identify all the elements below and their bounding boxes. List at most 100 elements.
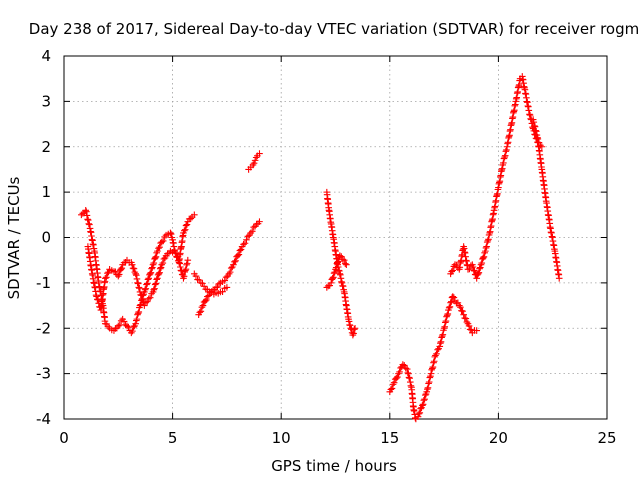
- data-marker: [167, 230, 175, 238]
- data-point: [419, 402, 426, 409]
- data-point: [101, 275, 109, 282]
- data-marker: [329, 275, 336, 282]
- data-marker: [450, 294, 458, 301]
- data-marker: [479, 254, 487, 262]
- data-point: [449, 293, 457, 300]
- data-marker: [135, 284, 143, 291]
- data-marker: [335, 258, 342, 265]
- data-point: [525, 107, 533, 114]
- data-marker: [232, 257, 239, 265]
- y-tick-label: -3: [36, 365, 51, 383]
- data-point: [204, 293, 211, 300]
- data-marker: [85, 220, 93, 228]
- data-marker: [480, 253, 488, 261]
- data-marker: [134, 279, 141, 287]
- data-marker: [219, 288, 226, 295]
- data-marker: [252, 154, 260, 161]
- y-tick-label: -1: [36, 274, 51, 292]
- data-marker: [443, 311, 451, 319]
- data-marker: [526, 111, 534, 119]
- data-marker: [331, 268, 339, 276]
- data-marker: [235, 251, 243, 258]
- data-marker: [448, 298, 455, 305]
- data-marker: [183, 260, 191, 267]
- data-marker: [424, 385, 431, 393]
- data-marker: [483, 243, 490, 250]
- data-marker: [103, 273, 110, 281]
- data-marker: [531, 123, 539, 131]
- x-tick-label: 0: [59, 429, 69, 447]
- data-marker: [462, 315, 470, 322]
- data-marker: [159, 259, 167, 267]
- data-marker: [187, 215, 194, 222]
- y-tick-label: -2: [36, 319, 51, 337]
- data-marker: [443, 313, 450, 320]
- data-marker: [155, 270, 163, 278]
- x-tick-label: 5: [168, 429, 178, 447]
- data-marker: [483, 238, 491, 246]
- data-marker: [155, 244, 162, 252]
- data-marker: [141, 286, 149, 293]
- data-marker: [388, 385, 396, 392]
- data-marker: [130, 323, 137, 331]
- data-marker: [445, 304, 453, 312]
- data-marker: [405, 374, 413, 381]
- data-marker: [215, 280, 223, 288]
- data-point: [399, 361, 407, 368]
- data-marker: [482, 244, 490, 252]
- data-marker: [244, 233, 252, 240]
- data-marker: [83, 212, 91, 219]
- data-marker: [477, 264, 484, 271]
- data-point: [390, 379, 398, 386]
- data-marker: [196, 309, 204, 316]
- data-marker: [201, 297, 209, 305]
- data-marker: [129, 327, 136, 335]
- data-marker: [231, 258, 238, 266]
- data-point: [336, 252, 344, 259]
- data-marker: [117, 265, 125, 273]
- data-point: [191, 211, 198, 219]
- data-marker: [332, 264, 340, 271]
- data-point: [414, 413, 422, 421]
- data-marker: [481, 249, 488, 257]
- data-marker: [416, 409, 424, 417]
- data-marker: [86, 221, 93, 228]
- data-marker: [143, 280, 151, 287]
- data-marker: [500, 159, 507, 167]
- data-marker: [484, 237, 492, 245]
- y-tick-label: 1: [41, 183, 51, 201]
- data-marker: [149, 264, 156, 271]
- data-marker: [182, 222, 190, 229]
- data-marker: [415, 410, 423, 418]
- x-tick-label: 10: [272, 429, 291, 447]
- data-marker: [502, 148, 510, 155]
- data-marker: [147, 269, 155, 277]
- data-marker: [156, 243, 163, 251]
- series-seg9: [447, 73, 546, 282]
- data-marker: [142, 299, 150, 306]
- data-marker: [438, 334, 445, 341]
- data-marker: [153, 276, 160, 283]
- data-marker: [138, 291, 145, 299]
- series-seg10: [529, 116, 563, 282]
- data-marker: [152, 280, 160, 287]
- data-marker: [134, 311, 141, 319]
- data-marker: [151, 285, 158, 292]
- data-marker: [159, 237, 167, 245]
- data-marker: [157, 264, 165, 271]
- data-marker: [501, 152, 509, 160]
- y-tick-label: 0: [41, 229, 51, 247]
- data-marker: [130, 265, 138, 272]
- data-marker: [437, 339, 444, 347]
- data-marker: [339, 255, 347, 263]
- data-marker: [117, 317, 125, 325]
- data-marker: [444, 310, 452, 318]
- data-point: [432, 352, 439, 359]
- data-marker: [350, 330, 357, 337]
- y-tick-label: 2: [41, 138, 51, 156]
- x-tick-label: 20: [489, 429, 508, 447]
- data-marker: [475, 269, 483, 277]
- data-marker: [500, 155, 508, 162]
- data-marker: [134, 310, 142, 317]
- data-point: [427, 370, 435, 377]
